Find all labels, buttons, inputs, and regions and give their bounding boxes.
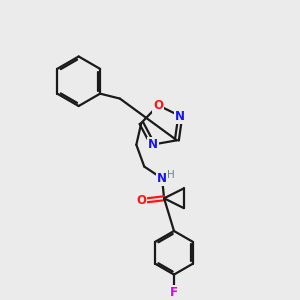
Text: N: N bbox=[175, 110, 185, 123]
Text: O: O bbox=[136, 194, 146, 207]
Text: F: F bbox=[170, 286, 178, 299]
Text: N: N bbox=[157, 172, 167, 185]
Text: O: O bbox=[153, 99, 163, 112]
Text: N: N bbox=[148, 138, 158, 151]
Text: H: H bbox=[167, 170, 175, 181]
